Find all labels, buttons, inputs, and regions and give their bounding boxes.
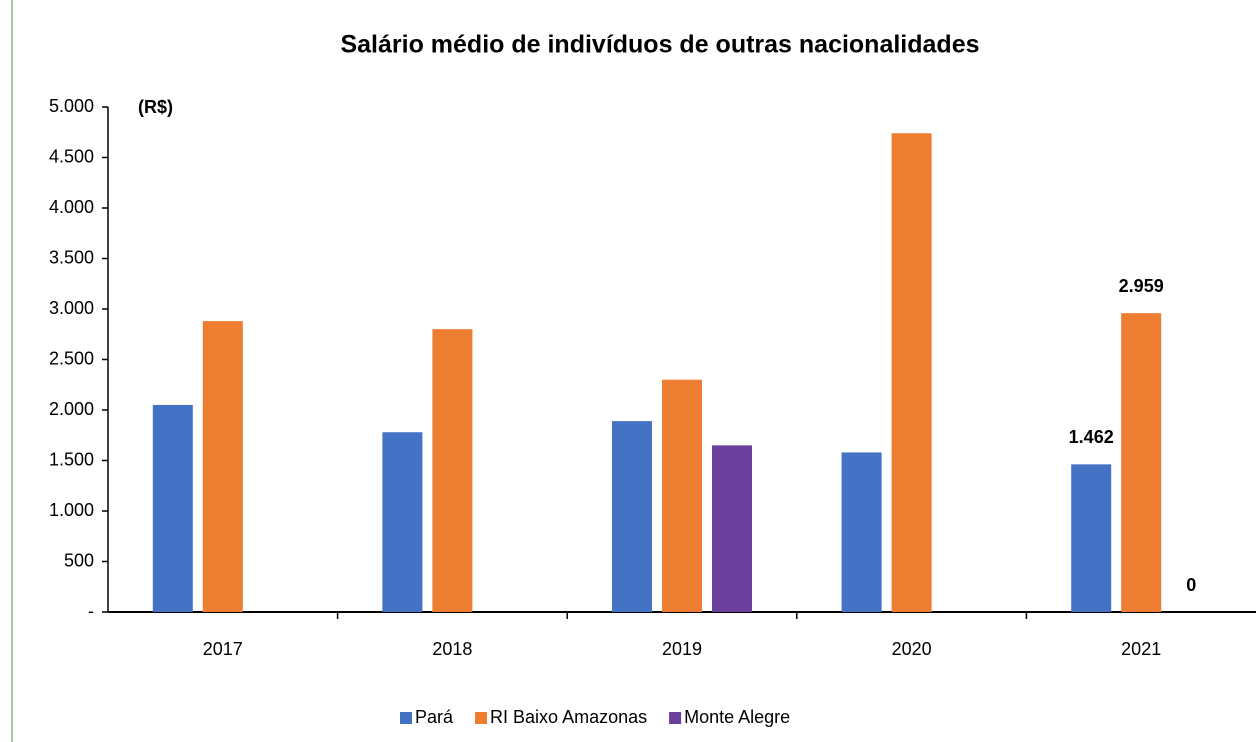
bar	[382, 432, 423, 612]
legend-swatch	[669, 712, 682, 724]
data-label: 2.959	[1119, 276, 1164, 296]
y-tick-label: 3.500	[49, 247, 94, 267]
y-tick-label: 500	[64, 550, 94, 570]
legend-label: Monte Alegre	[684, 707, 790, 727]
y-tick-label: 4.000	[49, 197, 94, 217]
x-tick-label: 2017	[203, 639, 243, 659]
bar	[841, 452, 882, 612]
bar	[1121, 313, 1162, 612]
chart-title: Salário médio de indivíduos de outras na…	[340, 31, 979, 59]
bar	[712, 445, 752, 612]
data-label: 1.462	[1069, 427, 1114, 447]
x-tick-label: 2021	[1121, 639, 1161, 659]
bar	[891, 133, 932, 612]
legend-swatch	[475, 712, 488, 724]
bar	[152, 404, 193, 612]
data-label: 0	[1186, 575, 1196, 595]
legend-label: RI Baixo Amazonas	[490, 707, 647, 727]
y-tick-label: 1.000	[49, 500, 94, 520]
bar	[202, 321, 243, 612]
bar	[612, 421, 652, 612]
y-tick-label: -	[88, 601, 94, 621]
bar	[432, 329, 473, 612]
y-axis-label: (R$)	[138, 97, 173, 117]
y-tick-label: 1.500	[49, 449, 94, 469]
legend-swatch	[400, 712, 412, 724]
x-tick-label: 2020	[892, 639, 932, 659]
y-tick-label: 5.000	[49, 96, 94, 116]
y-tick-label: 2.500	[49, 348, 94, 368]
bar	[1071, 464, 1112, 612]
legend-label: Pará	[415, 707, 454, 727]
y-tick-label: 4.500	[49, 146, 94, 166]
x-tick-label: 2019	[662, 639, 702, 659]
bar	[662, 379, 702, 612]
x-tick-label: 2018	[432, 639, 472, 659]
y-tick-label: 2.000	[49, 399, 94, 419]
y-tick-label: 3.000	[49, 298, 94, 318]
